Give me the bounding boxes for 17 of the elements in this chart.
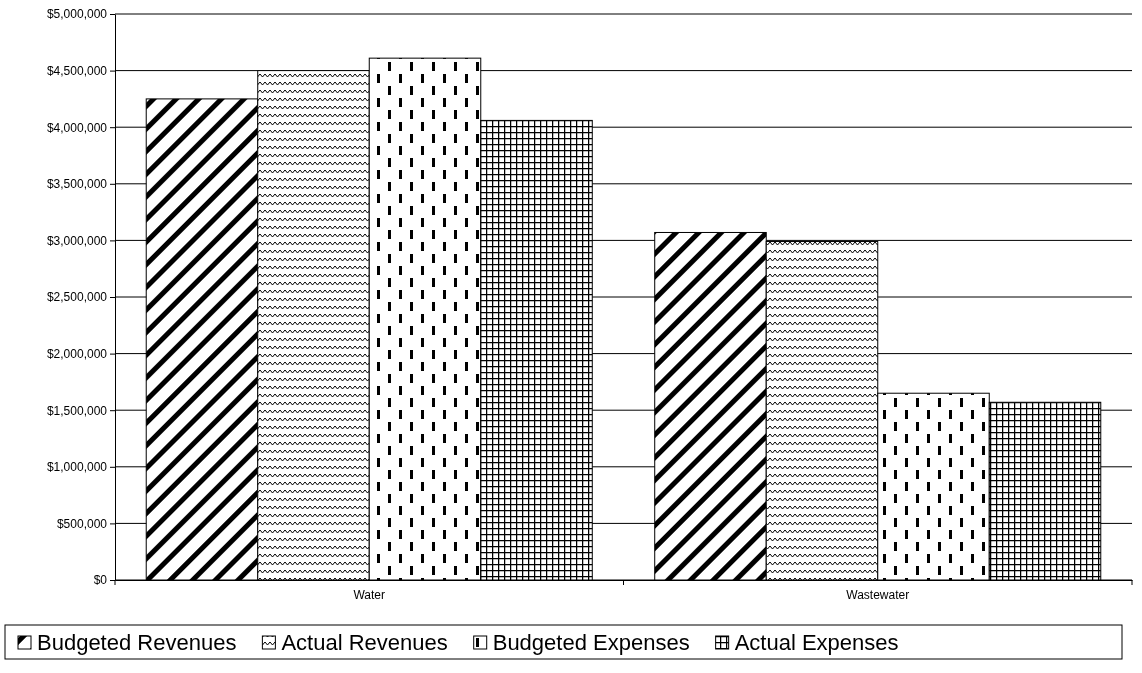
x-tick-label: Water	[353, 587, 386, 602]
y-tick-label: $5,000,000	[46, 7, 108, 22]
y-tick-label: $2,000,000	[46, 346, 108, 361]
y-tick-label: $500,000	[56, 516, 108, 531]
legend-label: Budgeted Revenues	[37, 630, 237, 655]
y-tick-label: $2,500,000	[46, 290, 108, 305]
y-tick-label: $1,500,000	[46, 403, 108, 418]
legend-label: Budgeted Expenses	[492, 630, 690, 655]
legend-label: Actual Expenses	[734, 630, 899, 655]
y-tick-label: $4,500,000	[46, 63, 108, 78]
legend-label: Actual Revenues	[281, 630, 448, 655]
y-tick-label: $3,500,000	[46, 177, 108, 192]
x-tick-label: Wastewater	[846, 587, 910, 602]
y-tick-label: $1,000,000	[46, 460, 108, 475]
y-tick-label: $0	[93, 573, 108, 588]
y-tick-label: $3,000,000	[46, 233, 108, 248]
y-tick-label: $4,000,000	[46, 120, 108, 135]
